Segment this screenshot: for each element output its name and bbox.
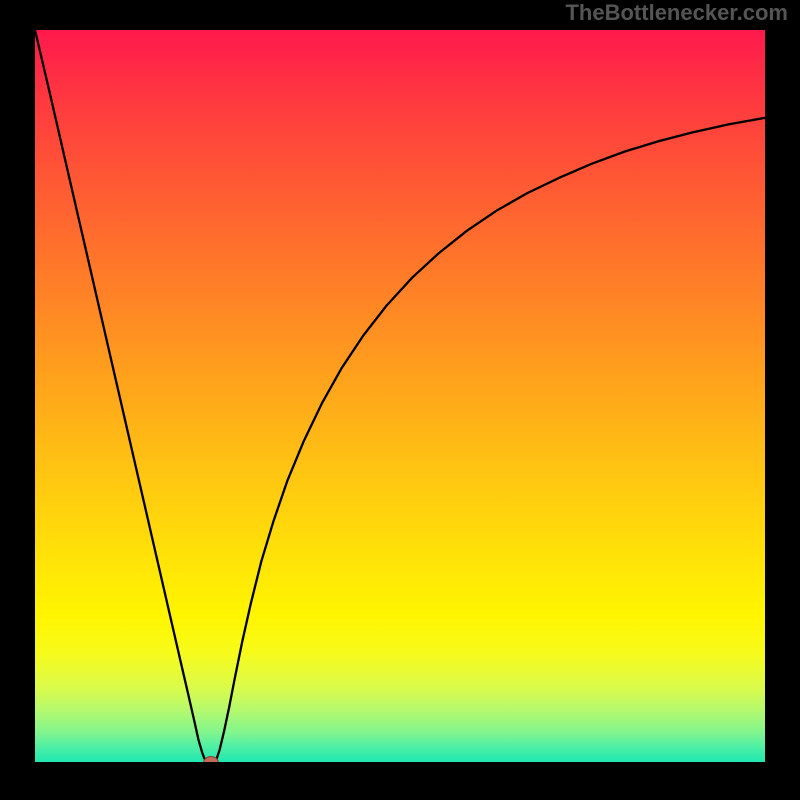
plot-area [35, 30, 765, 762]
bottleneck-curve [35, 30, 765, 762]
figure-root: TheBottlenecker.com [0, 0, 800, 800]
curve-path [35, 30, 765, 762]
attribution-text: TheBottlenecker.com [565, 0, 788, 26]
